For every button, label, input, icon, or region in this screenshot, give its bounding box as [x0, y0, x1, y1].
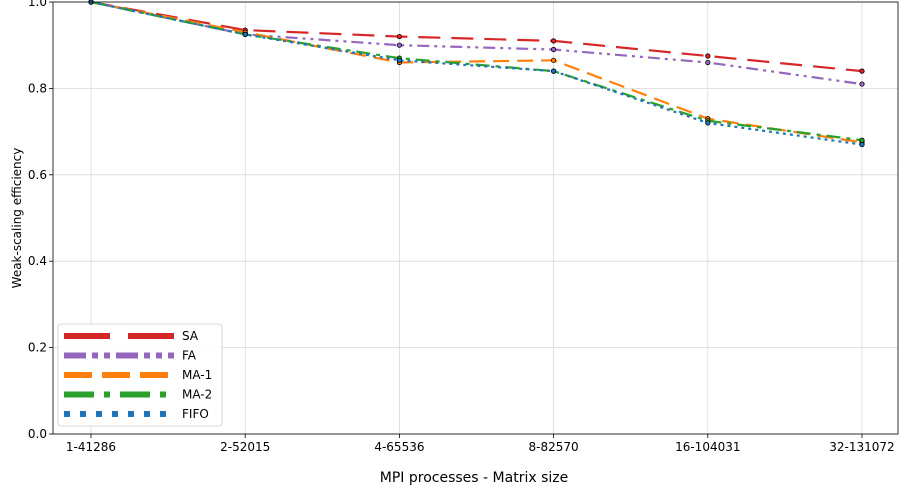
series-sa — [90, 0, 863, 73]
legend-label: FIFO — [182, 407, 209, 421]
legend-entry-ma-1: MA-1 — [64, 368, 212, 382]
y-tick-label: 0.2 — [28, 341, 47, 355]
data-point — [859, 68, 865, 74]
legend-label: SA — [182, 329, 199, 343]
series-markers-fifo — [88, 0, 865, 148]
series-fa — [90, 0, 863, 86]
y-tick-label: 0.6 — [28, 168, 47, 182]
plot-frame — [52, 1, 899, 435]
data-point — [550, 38, 557, 44]
data-point — [396, 42, 402, 48]
series-ma-2 — [90, 0, 863, 142]
x-tick-label: 4-65536 — [374, 440, 424, 454]
x-tick-label: 16-104031 — [675, 440, 740, 454]
y-tick-label: 0.8 — [28, 81, 47, 95]
data-point — [859, 137, 865, 143]
legend: SA FA MA-1 MA-2 FIFO — [57, 323, 223, 427]
x-tick-label: 1-41286 — [66, 440, 116, 454]
x-tick-label: 2-52015 — [220, 440, 270, 454]
legend-label: FA — [182, 349, 197, 363]
series-layer — [88, 0, 865, 148]
y-tick-label: 1.0 — [28, 0, 47, 9]
legend-entry-sa: SA — [64, 329, 199, 343]
legend-label: MA-1 — [182, 368, 212, 382]
series-line — [90, 0, 863, 86]
legend-entry-ma-2: MA-2 — [64, 388, 212, 402]
data-point — [705, 120, 711, 126]
series-line — [90, 0, 863, 142]
series-line — [90, 0, 863, 144]
data-point — [705, 53, 711, 59]
legend-label: MA-2 — [182, 388, 212, 402]
series-line — [90, 0, 863, 73]
y-tick-label: 0.4 — [28, 254, 47, 268]
legend-entry-fifo: FIFO — [64, 407, 209, 421]
data-point — [242, 31, 248, 38]
axes — [52, 1, 899, 435]
x-axis-title: MPI processes - Matrix size — [380, 470, 568, 486]
y-tick-label: 0.0 — [28, 427, 47, 441]
data-point — [859, 141, 865, 148]
data-point — [396, 57, 402, 63]
series-ma-1 — [90, 0, 863, 144]
ticks: 1-41286 2-52015 4-65536 8-82570 16-104031 32-… — [28, 0, 895, 454]
data-point — [705, 59, 711, 66]
legend-entry-fa: FA — [64, 349, 197, 363]
data-point — [550, 46, 557, 53]
data-point — [550, 68, 557, 74]
x-tick-label: 32-131072 — [829, 440, 894, 454]
data-point — [396, 33, 402, 40]
data-point — [550, 57, 557, 63]
data-point — [859, 81, 865, 87]
y-axis-title: Weak-scaling efficiency — [10, 148, 24, 289]
x-tick-label: 8-82570 — [529, 440, 579, 454]
